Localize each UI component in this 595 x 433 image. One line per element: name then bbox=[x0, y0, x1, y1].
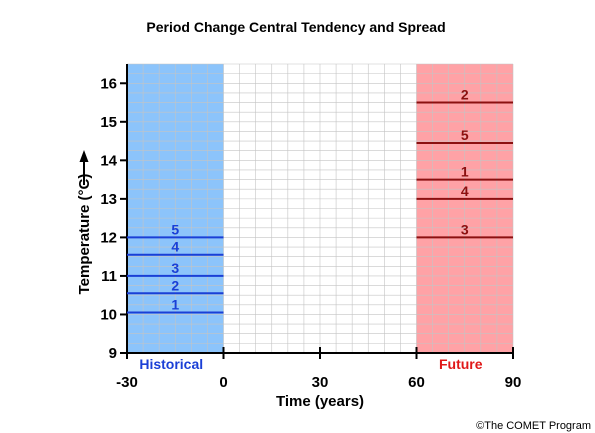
series-line-label: 3 bbox=[171, 260, 179, 276]
y-tick-label: 16 bbox=[100, 75, 117, 92]
x-axis-label: Time (years) bbox=[276, 393, 364, 410]
y-tick-label: 15 bbox=[100, 114, 117, 131]
series-line-label: 5 bbox=[461, 127, 469, 143]
x-tick-label: 0 bbox=[219, 374, 227, 391]
y-tick-label: 13 bbox=[100, 191, 117, 208]
series-line-label: 4 bbox=[171, 239, 179, 255]
grid-lines bbox=[126, 63, 514, 354]
y-tick-label: 11 bbox=[101, 268, 117, 285]
y-tick-label: 12 bbox=[100, 229, 117, 246]
axes bbox=[120, 64, 514, 359]
chart-title: Period Change Central Tendency and Sprea… bbox=[146, 19, 445, 35]
x-tick-label: -30 bbox=[116, 374, 138, 391]
series-line-label: 2 bbox=[171, 277, 179, 293]
region-labels: Historical Future bbox=[139, 356, 482, 372]
series-line-label: 2 bbox=[461, 87, 469, 103]
series-line-label: 3 bbox=[461, 221, 469, 237]
series-line-label: 5 bbox=[171, 221, 179, 237]
y-tick-label: 10 bbox=[100, 306, 117, 323]
y-tick-label: 14 bbox=[100, 152, 117, 169]
x-tick-label: 30 bbox=[312, 374, 329, 391]
series-line-label: 4 bbox=[461, 183, 469, 199]
y-axis-label-group: Temperature (°C) bbox=[76, 174, 93, 295]
y-tick-labels: 9 10 11 12 13 14 15 16 bbox=[100, 75, 117, 362]
y-axis-label: Temperature (°C) bbox=[76, 174, 93, 295]
region-label-historical: Historical bbox=[139, 356, 203, 372]
x-tick-label: 90 bbox=[505, 374, 522, 391]
y-tick-label: 9 bbox=[109, 345, 117, 362]
series-line-label: 1 bbox=[171, 297, 179, 313]
region-label-future: Future bbox=[439, 356, 483, 372]
series-line-label: 1 bbox=[461, 164, 469, 180]
x-tick-labels: -30 0 30 60 90 bbox=[116, 374, 521, 391]
credit-text: ©The COMET Program bbox=[476, 420, 591, 432]
y-axis-arrow-icon bbox=[79, 150, 89, 185]
x-tick-label: 60 bbox=[408, 374, 425, 391]
